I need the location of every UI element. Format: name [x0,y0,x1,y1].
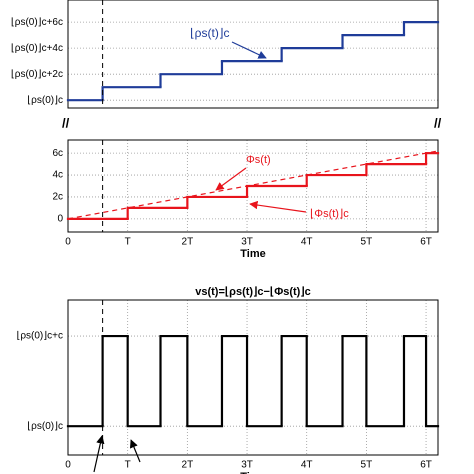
y-tick-label: ⌊ρs(0)⌋c+2c [11,69,63,80]
x-tick-label: 5T [361,237,373,248]
arrow [93,435,105,473]
x-tick-label: T [125,460,131,471]
annotation: ⌊Φs(t)⌋c [310,208,349,220]
arrow [231,41,267,59]
x-tick-label: 4T [301,237,313,248]
x-tick-label: 3T [241,460,253,471]
plot-frame [67,139,439,233]
x-tick-label: 5T [361,460,373,471]
y-tick-label: 4c [52,170,63,181]
x-tick-label: 0 [65,460,71,471]
x-tick-label: 2T [182,460,194,471]
x-tick-label: 2T [182,237,194,248]
x-tick-label: 4T [301,460,313,471]
axis-break: // [62,115,70,130]
annotation: ⌊ρs(t)⌋c [190,26,230,40]
y-tick-label: 2c [52,192,63,203]
x-tick-label: 3T [241,237,253,248]
y-tick-label: 0 [57,213,63,224]
arrow [215,167,247,191]
x-tick-label: T [125,237,131,248]
plot-frame [67,299,439,456]
annotation: Φs(t) [246,154,271,166]
x-axis-label: Time [240,471,265,474]
x-tick-label: 0 [65,237,71,248]
x-tick-label: 6T [420,237,432,248]
y-tick-label: ⌊ρs(0)⌋c [27,421,63,432]
x-tick-label: 6T [420,460,432,471]
arrow [249,200,307,213]
y-tick-label: ⌊ρs(0)⌋c+4c [11,43,63,54]
x-axis-label: Time [240,248,265,260]
y-tick-label: 6c [52,148,63,159]
y-tick-label: ⌊ρs(0)⌋c [27,95,63,106]
arrow [129,439,141,463]
y-tick-label: ⌊ρs(0)⌋c+6c [11,17,63,28]
axis-break: // [434,115,442,130]
chart-title: vs(t)=⌊ρs(t)⌋c−⌊Φs(t)⌋c [195,286,311,298]
plot-frame [67,0,439,109]
y-tick-label: ⌊ρs(0)⌋c+c [16,331,63,342]
